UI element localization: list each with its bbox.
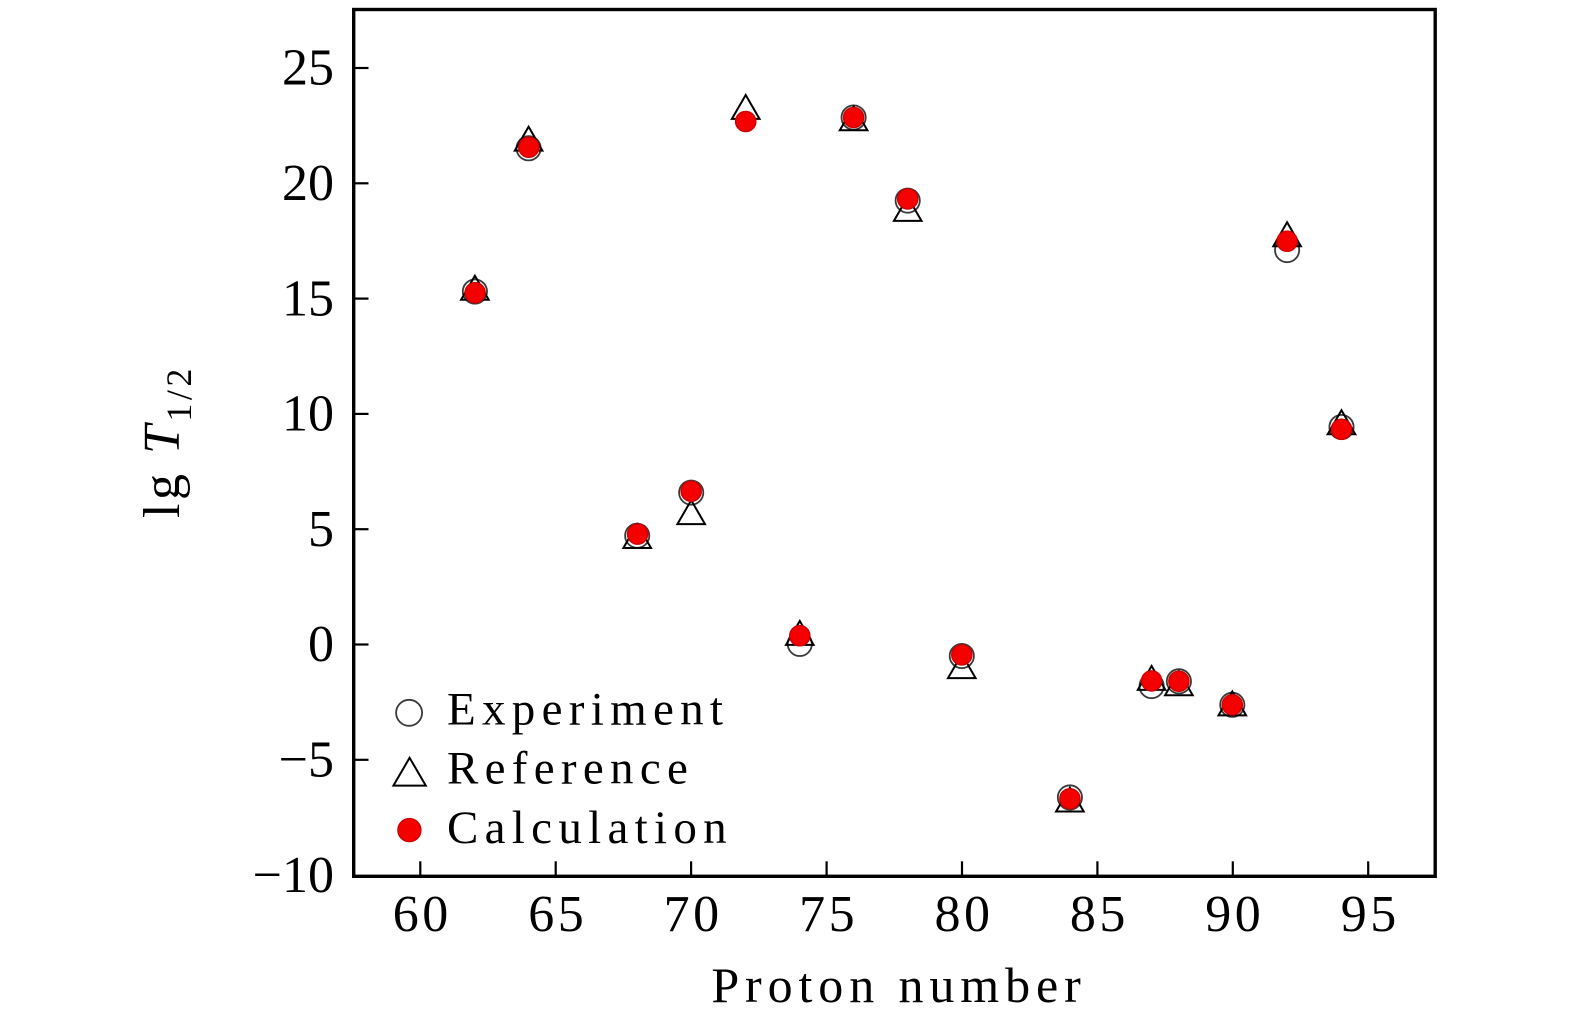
svg-text:65: 65	[528, 886, 587, 943]
svg-text:−10: −10	[253, 847, 334, 904]
svg-text:−5: −5	[279, 732, 334, 789]
svg-text:70: 70	[664, 886, 723, 943]
svg-text:25: 25	[282, 40, 334, 97]
svg-text:60: 60	[393, 886, 452, 943]
svg-text:75: 75	[799, 886, 858, 943]
svg-text:Experiment: Experiment	[447, 683, 729, 735]
svg-text:85: 85	[1070, 886, 1129, 943]
svg-text:5: 5	[308, 501, 334, 558]
svg-text:95: 95	[1341, 886, 1400, 943]
svg-text:20: 20	[282, 155, 334, 212]
svg-text:Proton number: Proton number	[711, 957, 1086, 1013]
svg-text:90: 90	[1205, 886, 1264, 943]
svg-text:15: 15	[282, 270, 334, 327]
svg-text:80: 80	[935, 886, 994, 943]
svg-text:Reference: Reference	[447, 743, 694, 795]
svg-text:10: 10	[282, 386, 334, 443]
svg-text:0: 0	[308, 616, 334, 673]
svg-text:Calculation: Calculation	[447, 802, 733, 854]
